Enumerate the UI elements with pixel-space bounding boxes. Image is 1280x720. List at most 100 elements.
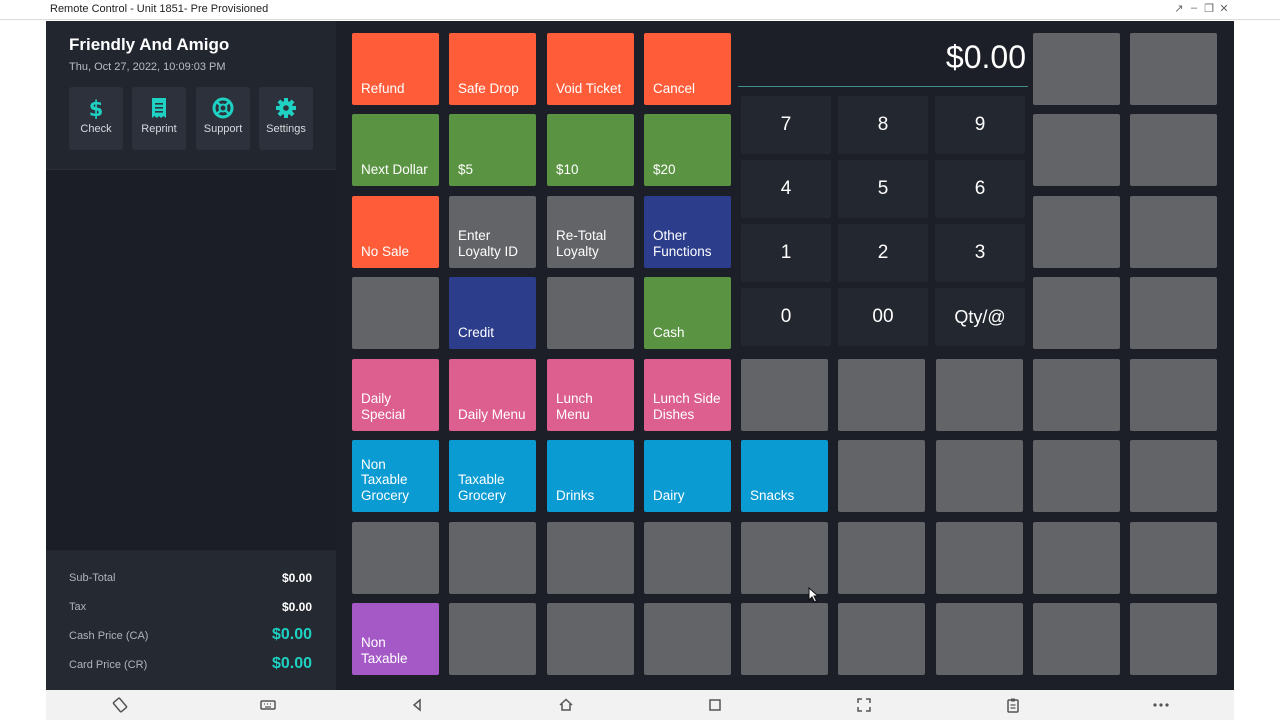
- empty-tile[interactable]: [352, 277, 439, 349]
- empty-tile[interactable]: [741, 603, 828, 675]
- non-taxable-grocery-button[interactable]: Non Taxable Grocery: [352, 440, 439, 512]
- empty-tile[interactable]: [547, 522, 634, 594]
- taxable-grocery-button[interactable]: Taxable Grocery: [449, 440, 536, 512]
- keypad-key-1[interactable]: 1: [741, 224, 831, 282]
- next-dollar-label: Next Dollar: [361, 161, 428, 177]
- empty-tile[interactable]: [1033, 33, 1120, 105]
- daily-special-button[interactable]: Daily Special: [352, 359, 439, 431]
- support-button[interactable]: Support: [196, 87, 250, 150]
- empty-tile[interactable]: [1130, 440, 1217, 512]
- empty-tile[interactable]: [1130, 196, 1217, 268]
- keypad-key-7[interactable]: 7: [741, 96, 831, 154]
- empty-tile[interactable]: [449, 522, 536, 594]
- empty-tile[interactable]: [1130, 359, 1217, 431]
- ticket-list: [46, 170, 336, 550]
- snacks-button[interactable]: Snacks: [741, 440, 828, 512]
- keypad-key-0[interactable]: 0: [741, 288, 831, 346]
- resize-icon[interactable]: ↗: [1174, 3, 1184, 15]
- empty-tile[interactable]: [838, 440, 925, 512]
- empty-tile[interactable]: [838, 359, 925, 431]
- keypad-key-3[interactable]: 3: [935, 224, 1025, 282]
- subtotal-value: $0.00: [281, 571, 312, 585]
- daily-menu-button[interactable]: Daily Menu: [449, 359, 536, 431]
- keypad-key-4[interactable]: 4: [741, 160, 831, 218]
- void-ticket-button[interactable]: Void Ticket: [547, 33, 634, 105]
- other-functions-button[interactable]: Other Functions: [644, 196, 731, 268]
- back-icon[interactable]: [407, 696, 427, 714]
- empty-tile[interactable]: [936, 522, 1023, 594]
- empty-tile[interactable]: [547, 277, 634, 349]
- close-icon[interactable]: ✕: [1219, 3, 1229, 15]
- recents-icon[interactable]: [705, 696, 725, 714]
- cancel-button[interactable]: Cancel: [644, 33, 731, 105]
- empty-tile[interactable]: [644, 603, 731, 675]
- keypad-key-9[interactable]: 9: [935, 96, 1025, 154]
- 10-button[interactable]: $10: [547, 114, 634, 186]
- credit-button[interactable]: Credit: [449, 277, 536, 349]
- empty-tile[interactable]: [1033, 603, 1120, 675]
- drinks-button[interactable]: Drinks: [547, 440, 634, 512]
- empty-tile[interactable]: [936, 359, 1023, 431]
- empty-tile[interactable]: [1033, 522, 1120, 594]
- 5-button[interactable]: $5: [449, 114, 536, 186]
- lunch-side-dishes-button[interactable]: Lunch Side Dishes: [644, 359, 731, 431]
- daily-menu-label: Daily Menu: [458, 406, 526, 422]
- empty-tile[interactable]: [1033, 196, 1120, 268]
- settings-button[interactable]: Settings: [259, 87, 313, 150]
- empty-tile[interactable]: [838, 522, 925, 594]
- empty-tile[interactable]: [644, 522, 731, 594]
- empty-tile[interactable]: [936, 440, 1023, 512]
- empty-tile[interactable]: [838, 603, 925, 675]
- next-dollar-button[interactable]: Next Dollar: [352, 114, 439, 186]
- empty-tile[interactable]: [1130, 114, 1217, 186]
- home-icon[interactable]: [556, 696, 576, 714]
- dairy-button[interactable]: Dairy: [644, 440, 731, 512]
- rotate-icon[interactable]: [110, 696, 130, 714]
- keypad-key-qty-at[interactable]: Qty/@: [935, 288, 1025, 346]
- minimize-icon[interactable]: –: [1190, 2, 1198, 14]
- pos-screen: Friendly And Amigo Thu, Oct 27, 2022, 10…: [46, 21, 1234, 690]
- empty-tile[interactable]: [547, 603, 634, 675]
- keypad-key-8[interactable]: 8: [838, 96, 928, 154]
- amount-display: $0.00: [945, 39, 1026, 75]
- non-taxable-button[interactable]: Non Taxable: [352, 603, 439, 675]
- cash-button[interactable]: Cash: [644, 277, 731, 349]
- clipboard-icon[interactable]: [1003, 696, 1023, 714]
- empty-tile[interactable]: [1033, 277, 1120, 349]
- enter-loyalty-id-button[interactable]: Enter Loyalty ID: [449, 196, 536, 268]
- empty-tile[interactable]: [1130, 603, 1217, 675]
- taxable-grocery-label: Taxable Grocery: [458, 472, 507, 503]
- svg-text:$: $: [89, 97, 104, 119]
- empty-tile[interactable]: [352, 522, 439, 594]
- empty-tile[interactable]: [1130, 33, 1217, 105]
- no-sale-button[interactable]: No Sale: [352, 196, 439, 268]
- empty-tile[interactable]: [1130, 522, 1217, 594]
- subtotal-label: Sub-Total: [69, 572, 116, 584]
- empty-tile[interactable]: [741, 522, 828, 594]
- empty-tile[interactable]: [1033, 114, 1120, 186]
- keypad-key-6[interactable]: 6: [935, 160, 1025, 218]
- lunch-menu-button[interactable]: Lunch Menu: [547, 359, 634, 431]
- support-label: Support: [203, 123, 243, 135]
- keypad-key-5[interactable]: 5: [838, 160, 928, 218]
- keypad-key-00[interactable]: 00: [838, 288, 928, 346]
- reprint-label: Reprint: [141, 123, 177, 135]
- empty-tile[interactable]: [1130, 277, 1217, 349]
- 20-button[interactable]: $20: [644, 114, 731, 186]
- empty-tile[interactable]: [1033, 440, 1120, 512]
- refund-button[interactable]: Refund: [352, 33, 439, 105]
- reprint-button[interactable]: Reprint: [132, 87, 186, 150]
- empty-tile[interactable]: [741, 359, 828, 431]
- empty-tile[interactable]: [449, 603, 536, 675]
- empty-tile[interactable]: [1033, 359, 1120, 431]
- keypad-key-2[interactable]: 2: [838, 224, 928, 282]
- fullscreen-icon[interactable]: [854, 696, 874, 714]
- keyboard-icon[interactable]: [258, 696, 278, 714]
- safe-drop-button[interactable]: Safe Drop: [449, 33, 536, 105]
- re-total-loyalty-button[interactable]: Re-Total Loyalty: [547, 196, 634, 268]
- more-icon[interactable]: [1151, 696, 1171, 714]
- empty-tile[interactable]: [936, 603, 1023, 675]
- non-taxable-label: Non Taxable: [361, 635, 408, 666]
- check-button[interactable]: $ Check: [69, 87, 123, 150]
- restore-icon[interactable]: ❐: [1204, 3, 1214, 15]
